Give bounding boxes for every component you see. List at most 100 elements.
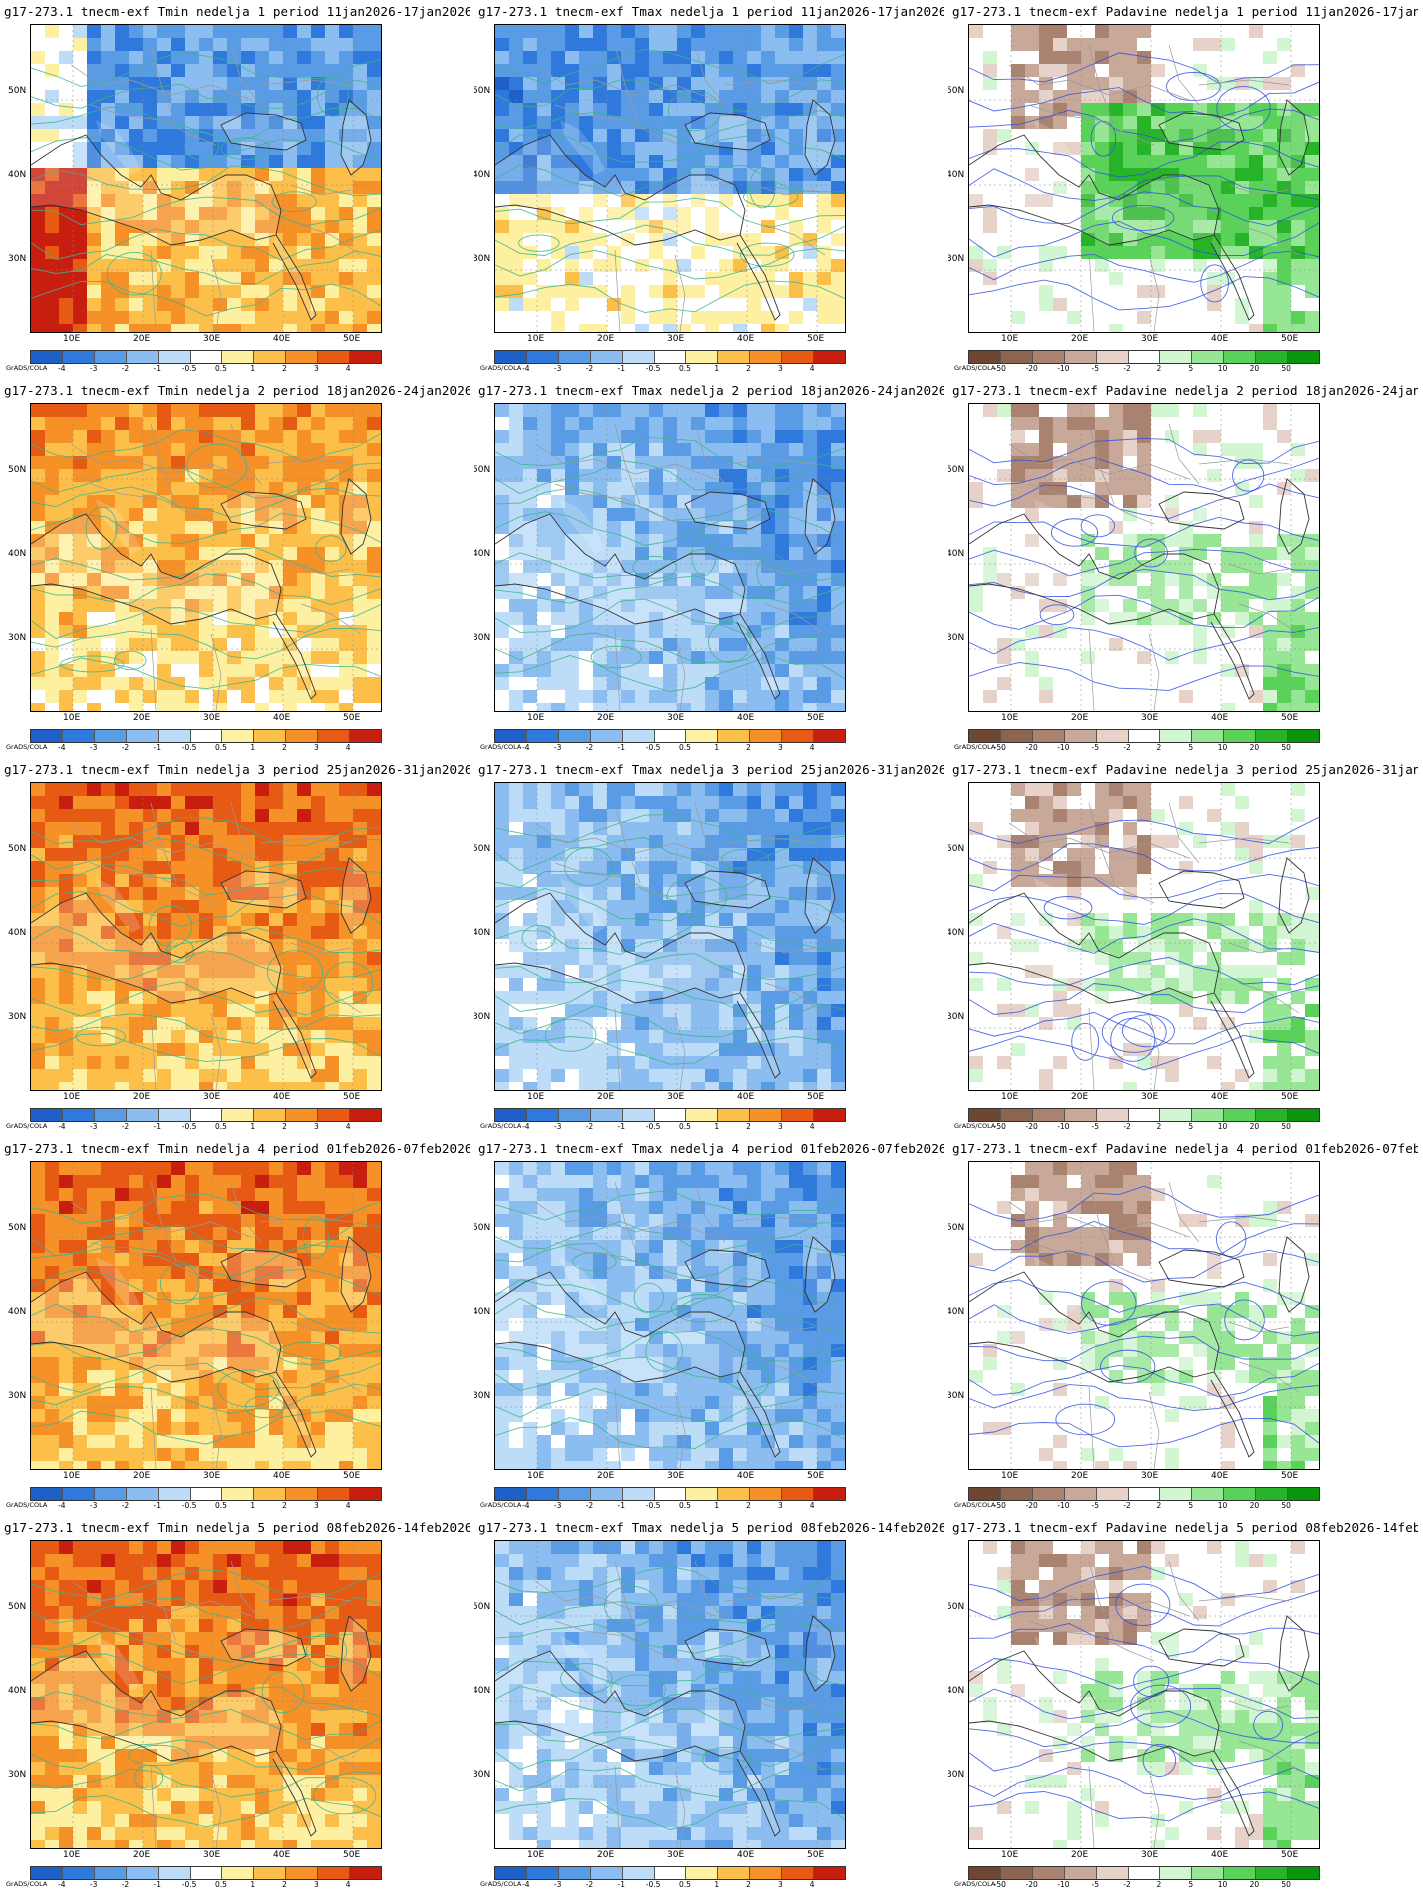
longitude-label: 40E [1211, 1850, 1229, 1860]
grads-credit: GrADS/COLA [6, 1501, 48, 1509]
anomaly-map [968, 403, 1320, 712]
anomaly-map [30, 1161, 382, 1470]
colorbar-swatch [495, 1867, 526, 1879]
colorbar-swatch [1159, 351, 1192, 363]
colorbar-labels: -4 -3 -2 -1 -0.5 0.5 1 2 3 4 [30, 1501, 380, 1513]
colorbar-label: -50 [993, 1501, 1006, 1510]
colorbar-swatch [999, 1867, 1032, 1879]
latitude-label: 30N [948, 254, 965, 264]
colorbar-label: 2 [746, 1122, 751, 1131]
latitude-label: 50N [474, 1223, 491, 1233]
colorbar-label: 2 [1156, 1501, 1162, 1510]
colorbar-label: -2 [585, 743, 594, 752]
colorbar-label: -0.5 [181, 1122, 197, 1131]
colorbar-label: 5 [1188, 743, 1194, 752]
longitude-label: 10E [63, 1850, 81, 1860]
map-canvas [495, 25, 845, 332]
colorbar-swatch [685, 1109, 718, 1121]
colorbar-label: 5 [1188, 1501, 1194, 1510]
colorbar-label: -4 [522, 1501, 530, 1510]
colorbar-swatch [253, 351, 286, 363]
colorbar-label: 0.5 [214, 364, 227, 373]
colorbar-label: -3 [89, 364, 98, 373]
colorbar-swatch [525, 1488, 558, 1500]
longitude-label: 40E [273, 1471, 291, 1481]
colorbar-swatch [1159, 1109, 1192, 1121]
colorbar-label: 20 [1249, 1501, 1260, 1510]
latitude-label: 40N [8, 549, 27, 559]
colorbar-label: 50 [1281, 1501, 1291, 1510]
grads-credit: GrADS/COLA [954, 364, 996, 372]
colorbar-swatch [61, 1109, 94, 1121]
colorbar-swatch [685, 1867, 718, 1879]
colorbar-label: 10 [1217, 1501, 1228, 1510]
colorbar-label: 3 [777, 1122, 783, 1131]
map-canvas [31, 783, 381, 1090]
colorbar-label: -1 [153, 1122, 162, 1131]
panel-title: g17-273.1 tnecm-exf Tmax nedelja 5 perio… [478, 1520, 944, 1535]
longitude-label: 20E [133, 334, 151, 344]
colorbar-swatch [525, 730, 558, 742]
map-canvas [495, 783, 845, 1090]
latitude-label: 30N [948, 1391, 965, 1401]
colorbar-labels: -50 -20 -10 -5 -2 2 5 10 20 50 [968, 364, 1318, 376]
colorbar-swatch [589, 351, 622, 363]
colorbar-swatch [1191, 1109, 1224, 1121]
anomaly-map [30, 1540, 382, 1849]
panel-title: g17-273.1 tnecm-exf Tmin nedelja 5 perio… [4, 1520, 470, 1535]
anomaly-map [968, 782, 1320, 1091]
colorbar-swatch [1223, 1488, 1256, 1500]
colorbar-swatch [653, 1867, 686, 1879]
latitude-label: 40N [948, 928, 965, 938]
colorbar-swatch [253, 1488, 286, 1500]
colorbar-label: -50 [993, 1122, 1006, 1131]
colorbar-swatch [189, 1109, 222, 1121]
colorbar-swatch [317, 1867, 350, 1879]
longitude-label: 30E [667, 334, 685, 344]
colorbar-label: 3 [313, 743, 319, 752]
colorbar-swatch [621, 351, 654, 363]
latitude-label: 50N [948, 465, 965, 475]
latitude-label: 40N [948, 1686, 965, 1696]
anomaly-map [494, 782, 846, 1091]
colorbar-swatch [285, 730, 318, 742]
panel-title: g17-273.1 tnecm-exf Padavine nedelja 2 p… [952, 383, 1418, 398]
longitude-label: 10E [63, 713, 81, 723]
latitude-label: 30N [8, 1391, 27, 1401]
latitude-label: 50N [948, 86, 965, 96]
colorbar-swatch [495, 1488, 526, 1500]
colorbar-label: 0.5 [214, 1122, 227, 1131]
latitude-label: 30N [474, 1391, 491, 1401]
colorbar-label: -50 [993, 743, 1006, 752]
colorbar-label: 1 [250, 1880, 256, 1889]
colorbar-swatch [253, 1867, 286, 1879]
colorbar-swatch [253, 1109, 286, 1121]
colorbar-swatch [1127, 730, 1160, 742]
colorbar-swatch [813, 351, 845, 363]
grads-credit: GrADS/COLA [6, 743, 48, 751]
colorbar-swatch [1159, 1867, 1192, 1879]
latitude-label: 30N [474, 1012, 491, 1022]
longitude-label: 40E [273, 713, 291, 723]
colorbar-swatch [285, 1867, 318, 1879]
longitude-label: 20E [1071, 334, 1089, 344]
colorbar [494, 1487, 846, 1501]
colorbar-swatch [317, 1488, 350, 1500]
longitude-label: 40E [1211, 713, 1229, 723]
map-panel-tmax-week-3: g17-273.1 tnecm-exf Tmax nedelja 3 perio… [474, 758, 948, 1137]
colorbar-swatch [1063, 1109, 1096, 1121]
colorbar-swatch [349, 1488, 381, 1500]
colorbar-swatch [93, 1867, 126, 1879]
longitude-label: 10E [63, 1471, 81, 1481]
colorbar-label: -5 [1091, 1122, 1100, 1131]
longitude-label: 30E [667, 713, 685, 723]
colorbar-swatch [557, 1109, 590, 1121]
longitude-label: 50E [343, 1471, 361, 1481]
colorbar-swatch [495, 730, 526, 742]
colorbar-label: 3 [777, 364, 783, 373]
colorbar-label: 4 [809, 1122, 815, 1131]
colorbar-label: 3 [777, 1880, 783, 1889]
colorbar-label: 2 [282, 743, 287, 752]
colorbar-swatch [61, 351, 94, 363]
colorbar-label: 2 [282, 364, 287, 373]
